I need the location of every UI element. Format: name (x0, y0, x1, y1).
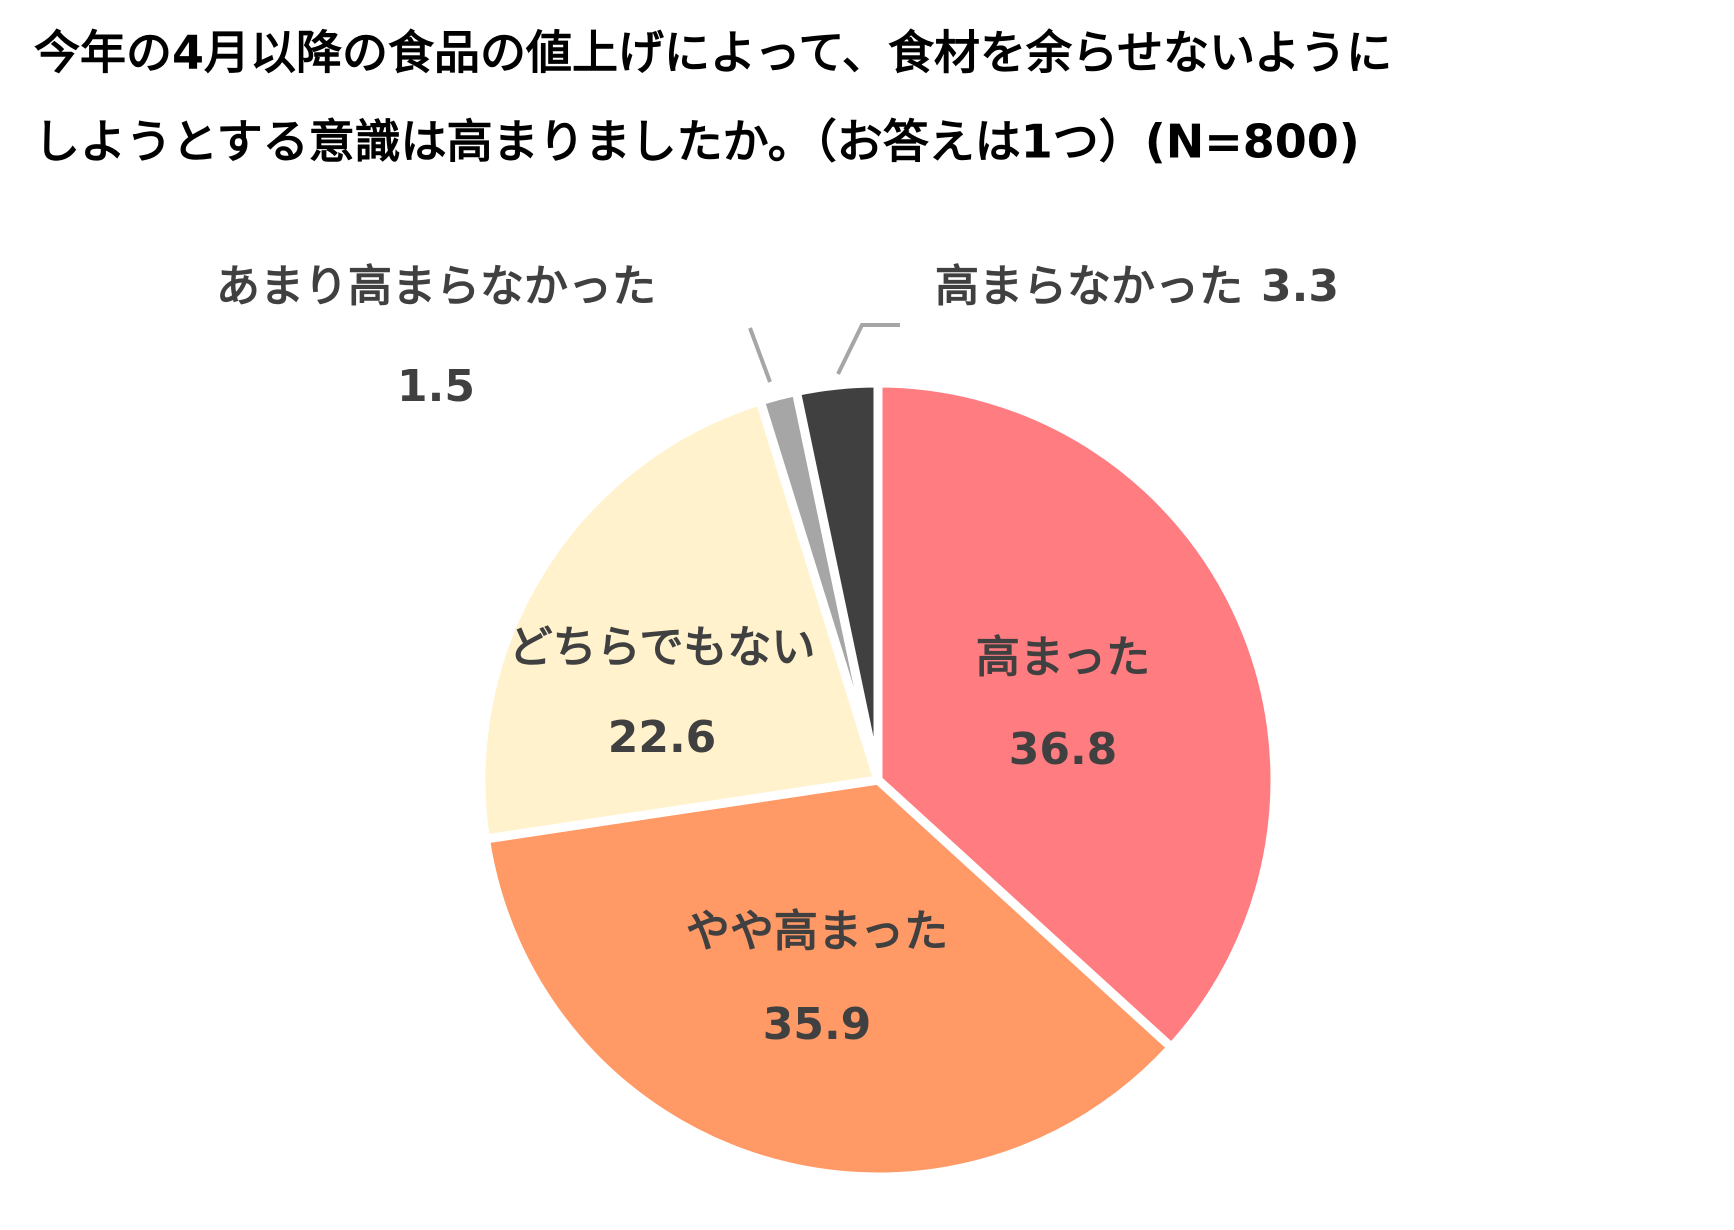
pie-slice (791, 378, 883, 781)
chart-title: 今年の4月以降の食品の値上げによって、食材を余らせないように (34, 26, 1392, 80)
pie-slice (476, 395, 884, 845)
category-label: あまり高まらなかった (216, 261, 656, 312)
category-label: どちらでもない (509, 622, 816, 673)
value-label: 3.3 (1261, 261, 1339, 312)
value-label: 22.6 (608, 712, 717, 763)
leader-line (836, 323, 900, 375)
pie-slice (873, 378, 1280, 1054)
chart-title: しようとする意識は高まりましたか。（お答えは1つ）(N=800) (34, 115, 1360, 169)
value-label: 36.8 (1009, 724, 1118, 775)
pie-slice (480, 775, 1178, 1182)
category-label: 高まった (976, 632, 1150, 683)
value-label: 35.9 (763, 999, 872, 1050)
category-label: やや高まった (686, 906, 948, 957)
leader-line (748, 327, 772, 383)
category-label: 高まらなかった (935, 261, 1243, 312)
value-label: 1.5 (397, 361, 475, 412)
